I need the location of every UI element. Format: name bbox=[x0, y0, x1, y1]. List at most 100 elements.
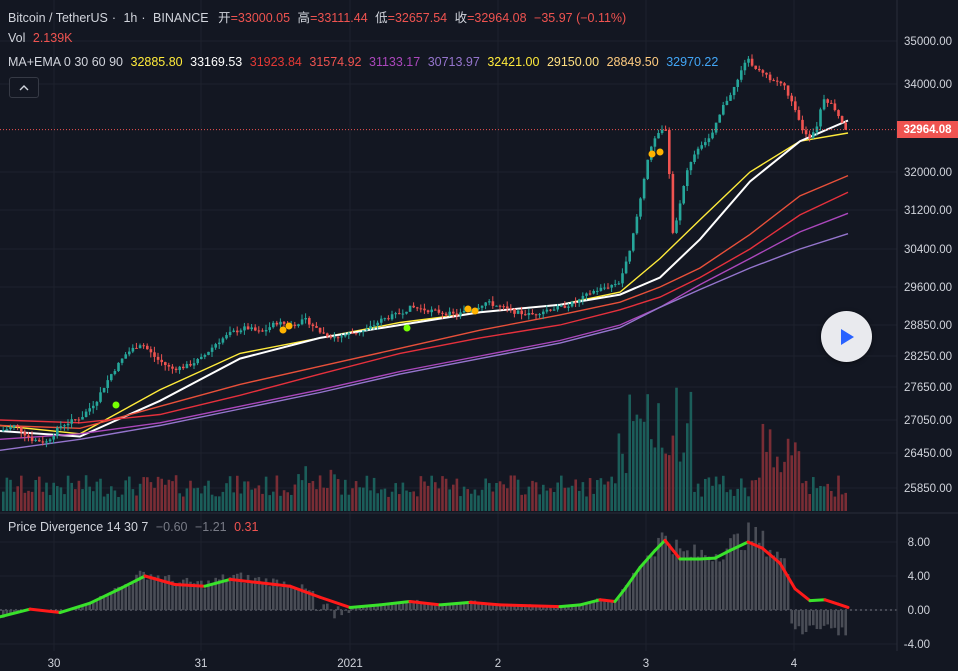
volume-bar bbox=[264, 476, 268, 511]
candle-body bbox=[131, 347, 135, 352]
candle-body bbox=[315, 326, 318, 328]
volume-bar bbox=[376, 493, 379, 511]
axis-labels: 35000.00 34000.00 32000.00 31200.00 30400.00… bbox=[48, 36, 952, 670]
candle-body bbox=[243, 326, 246, 331]
candle-body bbox=[372, 325, 376, 327]
divergence-bar bbox=[592, 601, 595, 610]
candle-body bbox=[747, 58, 750, 63]
interval[interactable]: 1h bbox=[123, 11, 138, 25]
separator: · bbox=[141, 11, 146, 25]
divergence-bar bbox=[250, 580, 253, 610]
divergence-bar bbox=[365, 606, 369, 610]
volume-bar bbox=[405, 490, 408, 511]
replay-play-button[interactable] bbox=[821, 311, 872, 362]
divergence-bar bbox=[264, 578, 268, 610]
candle-body bbox=[329, 336, 333, 338]
divergence-bar bbox=[178, 582, 181, 610]
divergence-line-segment bbox=[143, 574, 177, 586]
divergence-bar bbox=[128, 585, 131, 610]
candle-body bbox=[617, 283, 621, 285]
volume-bar bbox=[380, 489, 383, 511]
volume-bar bbox=[430, 475, 433, 511]
volume-bar bbox=[642, 421, 646, 511]
divergence-bar bbox=[736, 533, 739, 610]
candle-body bbox=[362, 330, 365, 333]
divergence-bar bbox=[707, 556, 711, 610]
candle-body bbox=[804, 130, 808, 135]
volume-bar bbox=[423, 481, 426, 511]
divergence-bar bbox=[657, 537, 660, 610]
candle-body bbox=[783, 83, 786, 86]
candle-body bbox=[693, 154, 696, 162]
volume-bar bbox=[819, 485, 822, 511]
candle-body bbox=[520, 310, 523, 315]
divergence-line-segment bbox=[578, 598, 602, 607]
volume-bar bbox=[628, 394, 631, 511]
candle-body bbox=[686, 170, 689, 187]
volume-bar bbox=[707, 477, 711, 511]
candle-body bbox=[390, 314, 394, 320]
candle-body bbox=[484, 302, 487, 306]
volume-bar bbox=[340, 494, 343, 511]
volume-bar bbox=[833, 496, 837, 511]
divergence-bar bbox=[617, 598, 621, 610]
collapse-legend-button[interactable] bbox=[9, 77, 39, 98]
candlesticks bbox=[2, 54, 847, 448]
divergence-bar bbox=[740, 549, 743, 610]
candle-body bbox=[765, 72, 768, 75]
divergence-label: Price Divergence 14 30 7 bbox=[8, 520, 149, 534]
volume-bar bbox=[804, 480, 808, 511]
candle-body bbox=[513, 308, 516, 314]
candle-body bbox=[538, 314, 541, 316]
divergence-bar bbox=[304, 588, 307, 610]
ma-legend[interactable]: MA+EMA 0 30 60 90 32885.80 33169.53 3192… bbox=[8, 55, 722, 69]
divergence-bar bbox=[282, 581, 286, 610]
volume-bar bbox=[174, 475, 178, 511]
divergence-bar bbox=[412, 602, 415, 610]
divergence-bar bbox=[495, 604, 498, 610]
volume-bar bbox=[437, 488, 441, 511]
volume-bar bbox=[23, 492, 27, 511]
divergence-legend[interactable]: Price Divergence 14 30 7 −0.60 −1.21 0.3… bbox=[8, 520, 262, 534]
divergence-bar bbox=[675, 539, 678, 610]
candle-body bbox=[668, 129, 671, 175]
divergence-bar bbox=[408, 602, 412, 610]
divergence-bar bbox=[455, 603, 459, 610]
candle-body bbox=[722, 105, 725, 115]
candle-body bbox=[207, 351, 210, 355]
volume-bar bbox=[383, 488, 387, 511]
volume-bar bbox=[459, 496, 462, 511]
candle-body bbox=[628, 250, 631, 262]
volume-bar bbox=[837, 475, 840, 511]
volume-bar bbox=[758, 477, 761, 511]
volume-bar bbox=[570, 485, 574, 511]
divergence-bar bbox=[113, 588, 117, 610]
divergence-bar bbox=[513, 603, 516, 610]
candle-body bbox=[138, 345, 142, 349]
volume-bar bbox=[66, 475, 70, 511]
volume-legend[interactable]: Vol 2.139K bbox=[8, 31, 77, 45]
volume-bar bbox=[614, 483, 617, 511]
divergence-bar bbox=[106, 596, 109, 610]
divergence-bar bbox=[477, 603, 480, 610]
volume-bar bbox=[272, 491, 275, 511]
candle-body bbox=[578, 299, 581, 303]
candle-body bbox=[678, 203, 682, 221]
volume-bar bbox=[254, 488, 257, 511]
divergence-bar bbox=[164, 576, 167, 610]
divergence-bar bbox=[725, 548, 729, 610]
divergence-bar bbox=[246, 574, 250, 610]
volume-bar bbox=[81, 489, 84, 511]
divergence-bar bbox=[506, 605, 509, 610]
symbol-name[interactable]: Bitcoin / TetherUS bbox=[8, 11, 108, 25]
candle-body bbox=[228, 331, 232, 336]
candle-body bbox=[387, 318, 390, 320]
divergence-bar bbox=[718, 561, 721, 610]
candle-body bbox=[531, 312, 534, 315]
time-axis-label: 30 bbox=[48, 658, 61, 670]
divergence-bar bbox=[426, 603, 430, 610]
candle-body bbox=[542, 311, 545, 315]
divergence-bar bbox=[509, 603, 513, 610]
divergence-bar bbox=[5, 610, 9, 616]
